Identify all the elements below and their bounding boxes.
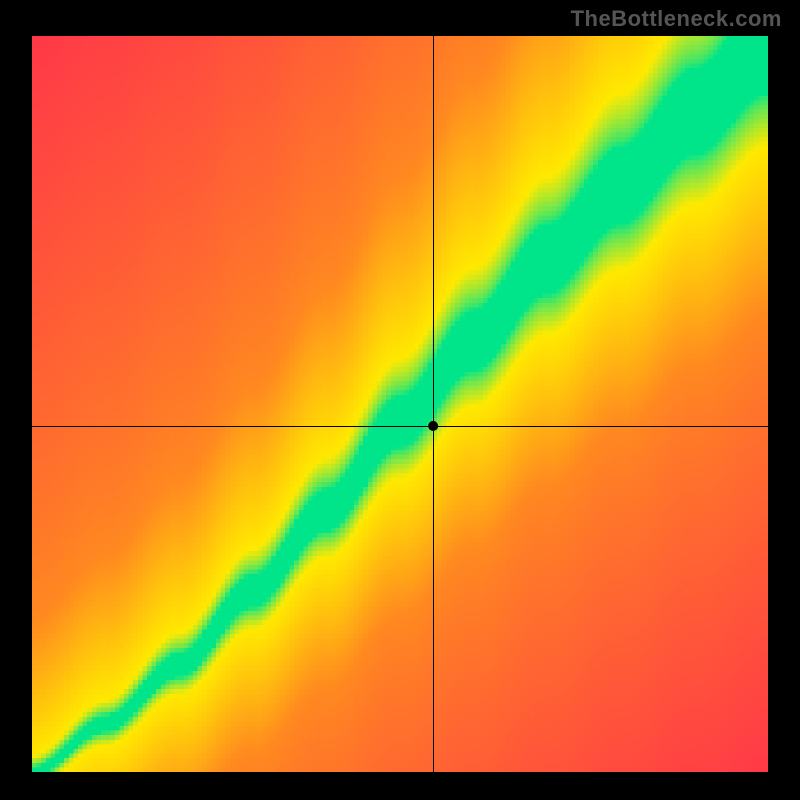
chart-container: { "watermark": { "text": "TheBottleneck.… (0, 0, 800, 800)
crosshair-overlay (32, 36, 768, 772)
watermark-text: TheBottleneck.com (571, 6, 782, 32)
